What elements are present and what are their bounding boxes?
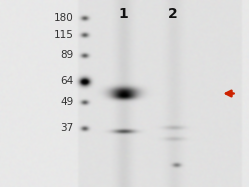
Text: 2: 2 [168,7,178,21]
Text: 1: 1 [118,7,128,21]
Text: 180: 180 [54,13,73,23]
Text: 37: 37 [60,123,73,133]
Text: 64: 64 [60,76,73,86]
Text: 115: 115 [54,30,73,40]
Text: 89: 89 [60,50,73,60]
Text: 49: 49 [60,97,73,107]
